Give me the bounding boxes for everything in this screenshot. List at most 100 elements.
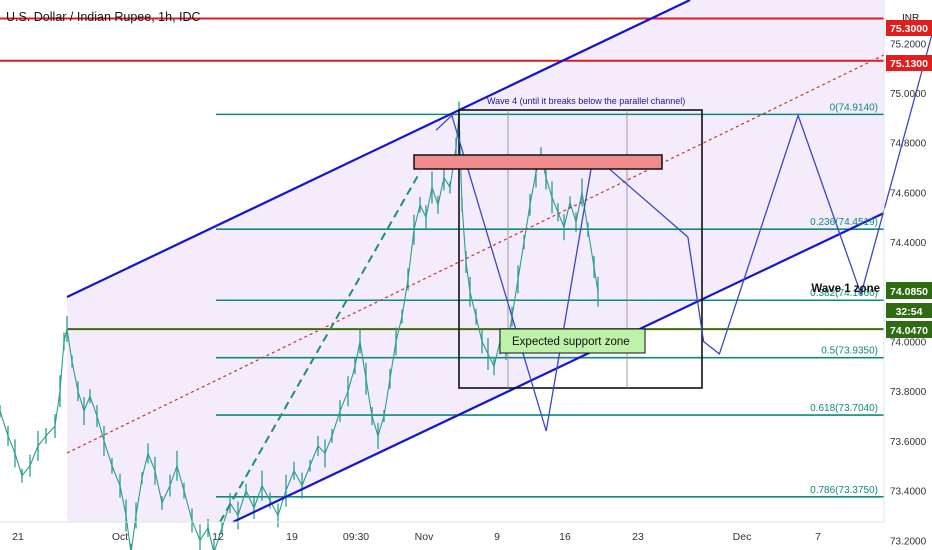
price-segment (437, 177, 445, 205)
price-segment (529, 172, 537, 205)
price-segment (365, 378, 373, 417)
price-segment (475, 316, 483, 342)
price-segment (487, 353, 495, 367)
price-segment (309, 445, 319, 466)
price-segment (169, 465, 178, 486)
badge-lower-red-text: 75.1300 (890, 58, 928, 70)
price-tick-label: 75.4000 (890, 0, 927, 1)
time-tick-label: 19 (286, 531, 298, 543)
price-segment (395, 316, 403, 342)
price-segment (481, 341, 489, 355)
price-segment (285, 470, 295, 491)
fib-level-label: 0.5(73.9350) (821, 346, 878, 357)
price-segment (293, 470, 303, 486)
price-segment (176, 465, 185, 491)
time-axis[interactable]: 21 Oct 12 19 09:30 Nov 9 16 23 Dec 7 (12, 531, 821, 543)
price-tick-label: 73.4000 (890, 487, 927, 498)
wave1-zone-label: Wave 1 zone (811, 283, 880, 295)
channel-upper-line (66, 0, 691, 298)
price-segment (469, 291, 477, 317)
fib-level-label: 0.382(74.1660) (810, 288, 878, 299)
projected-wave-path (435, 31, 932, 432)
time-tick-label: 7 (815, 531, 821, 543)
price-tick-label: 75.2000 (890, 39, 927, 50)
price-segment (96, 415, 105, 442)
price-segment (575, 192, 583, 223)
channel-fill (67, 0, 884, 522)
price-segment (135, 478, 143, 516)
badge-last-price: 74.0850 (886, 282, 932, 299)
labels-layer: 0(74.9140) 0.236(74.4519) 0.382(74.1660) 0.… (810, 102, 878, 495)
price-segment (581, 192, 589, 230)
price-segment (161, 485, 171, 504)
price-segment (331, 410, 341, 437)
price-tick-label: 74.0000 (890, 338, 927, 349)
price-segment (354, 341, 361, 367)
price-segment (517, 242, 525, 280)
price-segment (431, 187, 439, 206)
price-segment (54, 391, 61, 427)
time-tick-label: Nov (415, 531, 434, 543)
price-segment (45, 425, 56, 437)
wave4-box (458, 109, 703, 389)
time-tick-label: Oct (112, 531, 128, 543)
price-segment (593, 266, 599, 292)
price-segment (383, 378, 391, 417)
price-tick-label: 75.0000 (890, 89, 927, 100)
price-segment (413, 204, 421, 230)
price-segment (551, 197, 559, 213)
fib-level-label: 0.618(73.7040) (810, 403, 878, 414)
price-segment (545, 177, 553, 198)
price-segment (461, 204, 467, 263)
price-tick-label: 73.6000 (890, 437, 927, 448)
price-tick-label: 74.4000 (890, 238, 927, 249)
drawings-layer (66, 0, 932, 523)
badge-upper-red-text: 75.3000 (890, 23, 928, 35)
time-tick-label: 16 (559, 531, 571, 543)
channel-midline (66, 54, 885, 454)
wave3-dashed-line (219, 171, 421, 523)
price-segment (511, 279, 519, 317)
price-segment (347, 366, 356, 392)
price-segment (443, 177, 451, 188)
price-segment (301, 465, 311, 486)
price-segment (7, 435, 16, 454)
price-segment (147, 453, 156, 471)
price-segment (377, 415, 385, 437)
price-segment (253, 485, 263, 509)
price-segment (237, 490, 247, 516)
price-segment (21, 465, 31, 477)
time-tick-label: Dec (733, 531, 752, 543)
price-segment (66, 328, 73, 362)
time-tick-label: 21 (12, 531, 24, 543)
price-segment (277, 490, 287, 516)
level-lines-layer (0, 17, 884, 498)
time-tick-label: 23 (632, 531, 644, 543)
support-zone-label: Expected support zone (512, 336, 630, 348)
price-tick-label: 74.6000 (890, 188, 927, 199)
fib-level-label: 0(74.9140) (830, 102, 878, 113)
channel-lower-line (232, 212, 885, 523)
price-tick-label: 74.8000 (890, 139, 927, 150)
fib-level-label: 0.786(73.3750) (810, 485, 878, 496)
badge-countdown: 32:54 (886, 303, 932, 318)
price-segment (103, 440, 113, 466)
chart-title: U.S. Dollar / Indian Rupee, 1h, IDC (6, 10, 201, 24)
price-segment (425, 187, 433, 218)
badge-last-price-text: 74.0850 (890, 286, 928, 298)
support-zone (499, 328, 646, 354)
price-segment (37, 435, 47, 447)
price-segment (261, 485, 271, 501)
price-segment (229, 502, 239, 516)
time-tick-label: 12 (212, 531, 224, 543)
price-segment (63, 328, 68, 342)
time-tick-label: 9 (494, 531, 500, 543)
badge-lower-red: 75.1300 (886, 55, 932, 71)
price-segment (563, 202, 571, 228)
price-segment (191, 520, 201, 541)
badge-green: 74.0470 (886, 321, 932, 338)
price-tick-label: 73.2000 (890, 536, 927, 547)
price-segment (207, 527, 214, 550)
price-segment (569, 202, 577, 223)
